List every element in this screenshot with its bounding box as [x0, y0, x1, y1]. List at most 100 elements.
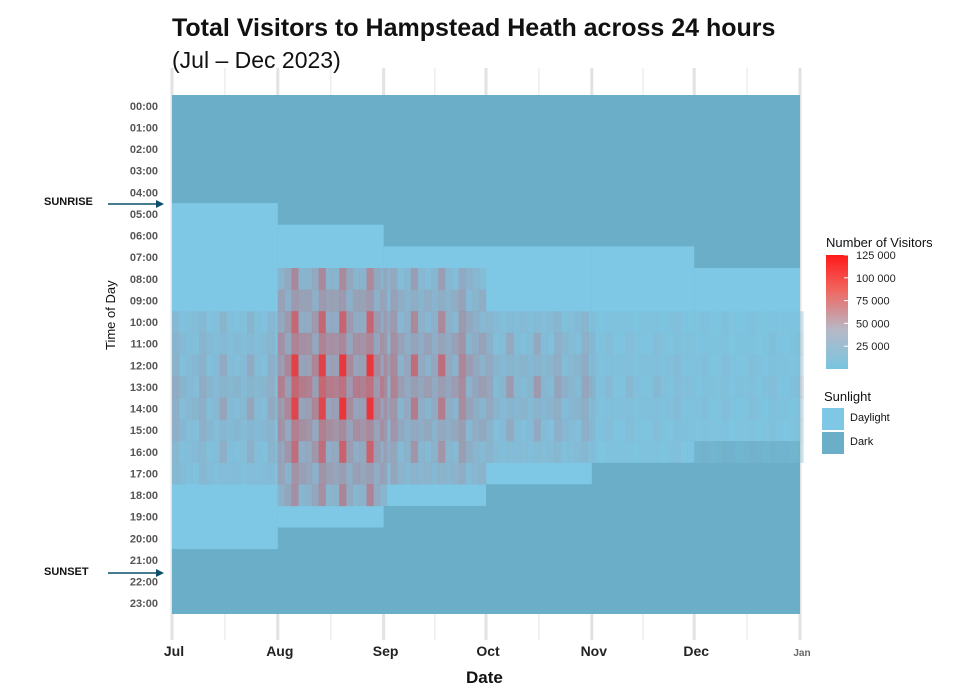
heatmap-cell [598, 311, 606, 334]
heatmap-cell [479, 332, 487, 355]
heatmap-cell [782, 419, 791, 442]
heatmap-cell [383, 462, 391, 485]
heatmap-cell [332, 311, 340, 334]
heatmap-cell [451, 397, 459, 420]
heatmap-cell [267, 376, 275, 399]
heatmap-cell [714, 397, 722, 420]
heatmap-cell [318, 397, 326, 420]
heatmap-cell [410, 419, 419, 442]
heatmap-cell [373, 462, 381, 485]
y-tick-label: 11:00 [130, 339, 158, 351]
heatmap-cell [680, 332, 688, 355]
heatmap-cell [782, 332, 791, 355]
heatmap-cell [431, 462, 439, 485]
heatmap-cell [417, 397, 425, 420]
heatmap-cell [721, 332, 729, 355]
heatmap-cell [226, 354, 234, 377]
heatmap-cell [776, 311, 784, 334]
heatmap-cell [438, 397, 446, 420]
heatmap-cell [291, 397, 299, 420]
heatmap-cell [762, 419, 770, 442]
heatmap-cell [260, 376, 268, 399]
heatmap-cell [438, 441, 446, 463]
heatmap-cell [260, 397, 268, 420]
heatmap-cell [352, 354, 361, 377]
heatmap-cell [267, 397, 275, 420]
heatmap-cell [472, 441, 480, 463]
heatmap-cell [666, 332, 675, 355]
heatmap-cell [492, 311, 500, 334]
heatmap-cell [782, 441, 791, 463]
heatmap-cell [339, 462, 347, 485]
heatmap-cell [561, 419, 569, 442]
heatmap-cell [233, 376, 241, 399]
heatmap-cell [383, 332, 391, 355]
heatmap-cell [332, 289, 340, 312]
heatmap-cell [359, 484, 367, 507]
heatmap-cell [431, 289, 439, 312]
heatmap-cell [206, 332, 214, 355]
heatmap-cell [390, 441, 398, 463]
heatmap-cell [506, 311, 514, 334]
heatmap-cell [417, 354, 425, 377]
x-tick-label: Sep [373, 643, 399, 659]
heatmap-cell [226, 397, 234, 420]
heatmap-cell [680, 354, 688, 377]
heatmap-cell [646, 354, 654, 377]
heatmap-cell [332, 441, 340, 463]
heatmap-cell [352, 376, 361, 399]
heatmap-cell [410, 289, 419, 312]
heatmap-cell [451, 354, 459, 377]
heatmap-cell [260, 441, 268, 463]
heatmap-cell [305, 441, 313, 463]
heatmap-cell [366, 441, 374, 463]
heatmap-cell [776, 332, 784, 355]
heatmap-cell [212, 441, 221, 463]
heatmap-cell [479, 441, 487, 463]
heatmap-cell [598, 419, 606, 442]
heatmap-cell [554, 397, 562, 420]
heatmap-cell [660, 376, 668, 399]
heatmap-cell [431, 332, 439, 355]
heatmap-cell [625, 311, 634, 334]
heatmap-cell [619, 354, 627, 377]
heatmap-cell [267, 332, 275, 355]
heatmap-cell [431, 268, 439, 290]
heatmap-cell [318, 311, 326, 334]
heatmap-cell [694, 441, 702, 463]
heatmap-cell [680, 397, 688, 420]
heatmap-cell [598, 376, 606, 399]
heatmap-cell [424, 397, 432, 420]
heatmap-cell [632, 332, 640, 355]
heatmap-cell [547, 376, 555, 399]
heatmap-cell [352, 289, 361, 312]
heatmap-cell [219, 441, 227, 463]
heatmap-cell [492, 376, 500, 399]
heatmap-cell [311, 419, 320, 442]
heatmap-cell [612, 441, 620, 463]
heatmap-cell [410, 441, 419, 463]
heatmap-cell [735, 441, 743, 463]
heatmap-cell [332, 484, 340, 507]
heatmap-cell [284, 376, 292, 399]
heatmap-cell [366, 332, 374, 355]
heatmap-cell [796, 311, 804, 334]
heatmap-cell [581, 332, 589, 355]
y-tick-label: 00:00 [130, 101, 158, 113]
heatmap-cell [185, 441, 193, 463]
heatmap-cell [380, 268, 388, 290]
heatmap-cell [445, 376, 453, 399]
heatmap-cell [653, 332, 661, 355]
heatmap-cell [305, 289, 313, 312]
heatmap-cell [383, 354, 391, 377]
heatmap-cell [219, 419, 227, 442]
heatmap-cell [240, 311, 248, 334]
heatmap-cell [762, 354, 770, 377]
heatmap-cell [513, 397, 521, 420]
heatmap-cell [424, 441, 432, 463]
heatmap-cell [438, 462, 446, 485]
heatmap-cell [311, 268, 320, 290]
heatmap-cell [721, 311, 729, 334]
heatmap-cell [472, 462, 480, 485]
heatmap-cell [298, 311, 306, 334]
